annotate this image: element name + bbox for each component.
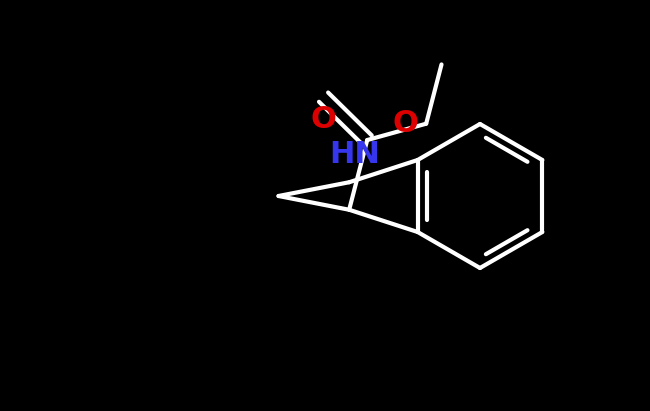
Text: HN: HN	[329, 140, 380, 169]
Text: O: O	[393, 109, 418, 138]
Text: O: O	[311, 105, 337, 134]
